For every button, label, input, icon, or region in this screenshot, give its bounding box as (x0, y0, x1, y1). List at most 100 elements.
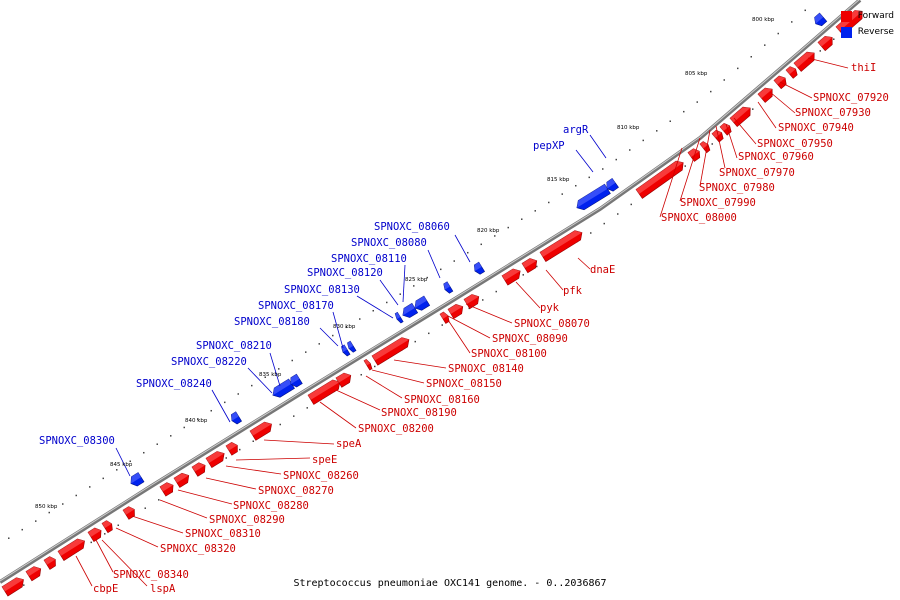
gene-shade (576, 184, 608, 208)
gene-label[interactable]: SPNOXC_08270 (258, 485, 334, 497)
legend-item-forward: Forward (840, 8, 894, 24)
gene-shade (395, 312, 401, 320)
gene-label[interactable]: SPNOXC_08150 (426, 378, 502, 390)
dot-tick (210, 409, 212, 412)
gene-label[interactable]: argR (563, 124, 589, 136)
gene-shade (308, 379, 340, 400)
dot-tick (495, 290, 497, 293)
gene-shade (440, 312, 448, 319)
label-connector (235, 457, 311, 461)
gene-label[interactable]: SPNOXC_08130 (284, 284, 360, 296)
gene-label[interactable]: dnaE (590, 264, 615, 276)
gene-label[interactable]: SPNOXC_07970 (719, 167, 795, 179)
dot-tick (440, 268, 442, 271)
gene-label[interactable]: SPNOXC_08200 (358, 423, 434, 435)
dot-tick (251, 384, 253, 387)
gene-label[interactable]: SPNOXC_08140 (448, 363, 524, 375)
gene-label[interactable]: SPNOXC_07930 (795, 107, 871, 119)
dot-tick (561, 193, 563, 195)
label-connector (335, 389, 381, 411)
gene-shade (814, 13, 824, 24)
gene-label[interactable]: SPNOXC_08180 (234, 316, 310, 328)
forward-gene (711, 129, 724, 143)
gene-shade (347, 341, 354, 349)
dot-tick (603, 222, 605, 225)
gene-shade (272, 379, 292, 396)
gene-label[interactable]: SPNOXC_08220 (171, 356, 247, 368)
kbp-label: 800 kbp (752, 17, 775, 23)
dot-tick (750, 56, 752, 58)
label-connector (379, 279, 399, 306)
forward-swatch (840, 10, 852, 22)
forward-gene (773, 75, 787, 90)
label-connector (393, 359, 447, 369)
gene-label[interactable]: SPNOXC_08190 (381, 407, 457, 419)
gene-shade (26, 566, 41, 577)
gene-label[interactable]: SPNOXC_08080 (351, 237, 427, 249)
forward-gene (173, 472, 190, 488)
forward-gene (87, 527, 102, 542)
gene-label[interactable]: SPNOXC_08170 (258, 300, 334, 312)
gene-label[interactable]: pfk (563, 285, 583, 297)
gene-label[interactable]: SPNOXC_08060 (374, 221, 450, 233)
gene-label[interactable]: speE (312, 454, 337, 466)
dot-tick (819, 50, 821, 52)
gene-label[interactable]: SPNOXC_07960 (738, 151, 814, 163)
gene-shade (720, 123, 730, 131)
genome-backbone (0, 0, 862, 584)
gene-label[interactable]: SPNOXC_07990 (680, 197, 756, 209)
gene-label[interactable]: SPNOXC_07950 (757, 138, 833, 150)
forward-gene (363, 358, 373, 371)
gene-label[interactable]: SPNOXC_08090 (492, 333, 568, 345)
gene-label[interactable]: thiI (851, 62, 876, 74)
gene-label[interactable]: lspA (150, 583, 176, 595)
legend: Forward Reverse (840, 8, 894, 40)
gene-label[interactable]: SPNOXC_08340 (113, 569, 189, 581)
dot-tick (170, 435, 172, 437)
label-connector (699, 129, 711, 187)
gene-label[interactable]: SPNOXC_08290 (209, 514, 285, 526)
dot-tick (615, 158, 617, 161)
gene-label[interactable]: cbpE (93, 583, 118, 595)
gene-shade (464, 294, 479, 304)
gene-label[interactable]: SPNOXC_08310 (185, 528, 261, 540)
dot-tick (35, 520, 37, 522)
gene-shade (540, 230, 582, 257)
label-connector (225, 465, 282, 475)
gene-label[interactable]: SPNOXC_08320 (160, 543, 236, 555)
gene-label[interactable]: SPNOXC_07980 (699, 182, 775, 194)
gene-shade (130, 472, 142, 484)
gene-shade (206, 451, 225, 463)
gene-label[interactable]: SPNOXC_08100 (471, 348, 547, 360)
gene-label[interactable]: SPNOXC_08280 (233, 500, 309, 512)
gene-label[interactable]: pepXP (533, 140, 565, 152)
gene-label[interactable]: SPNOXC_08000 (661, 212, 737, 224)
gene-label[interactable]: SPNOXC_08070 (514, 318, 590, 330)
gene-label[interactable]: SPNOXC_08300 (39, 435, 115, 447)
dot-tick (306, 407, 308, 409)
gene-label[interactable]: SPNOXC_08110 (331, 253, 407, 265)
dot-tick (629, 149, 631, 151)
gene-label[interactable]: speA (336, 438, 362, 450)
dot-tick (156, 443, 158, 445)
kbp-label: 840 kbp (185, 418, 208, 424)
gene-label[interactable]: SPNOXC_08120 (307, 267, 383, 279)
reverse-gene (290, 373, 303, 388)
gene-label[interactable]: SPNOXC_08210 (196, 340, 272, 352)
gene-label[interactable]: pyk (540, 302, 560, 314)
dot-tick (710, 90, 712, 93)
kbp-label: 830 kbp (333, 324, 356, 330)
dot-tick (197, 418, 199, 420)
forward-gene (159, 482, 174, 497)
dot-tick (684, 165, 686, 167)
gene-label[interactable]: SPNOXC_07920 (813, 92, 889, 104)
dot-tick (23, 584, 25, 586)
gene-label[interactable]: SPNOXC_08240 (136, 378, 212, 390)
gene-label[interactable]: SPNOXC_08260 (283, 470, 359, 482)
reverse-gene (414, 295, 431, 311)
gene-label[interactable]: SPNOXC_07940 (778, 122, 854, 134)
gene-label[interactable]: SPNOXC_08160 (404, 394, 480, 406)
dot-tick (804, 9, 806, 12)
gene-shade (448, 304, 463, 314)
dot-tick (278, 368, 280, 370)
